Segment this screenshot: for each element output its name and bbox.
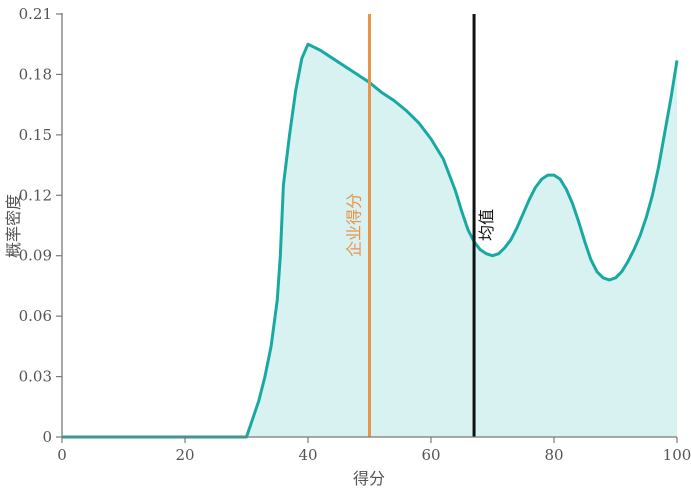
y-tick-label: 0.15: [19, 126, 52, 144]
y-tick-label: 0.21: [19, 5, 52, 23]
y-tick-label: 0.03: [19, 368, 52, 386]
density-line-0: [62, 42, 679, 439]
x-axis-title: 得分: [353, 469, 385, 488]
x-tick-label: 20: [175, 446, 194, 464]
y-tick-label: 0.18: [19, 65, 52, 83]
mean-label: 均值: [477, 209, 496, 241]
x-tick-label: 40: [298, 446, 317, 464]
x-tick-label: 80: [544, 446, 563, 464]
y-tick-label: 0: [42, 428, 52, 446]
y-tick-label: 0.09: [19, 247, 52, 265]
marker-layer: 企业得分 均值: [345, 14, 496, 437]
axis-layer: [61, 13, 677, 438]
y-axis-title: 概率密度: [4, 194, 23, 258]
company-score-label: 企业得分: [345, 193, 364, 257]
y-tick-label: 0.12: [19, 186, 52, 204]
tick-layer: 0 20 40 60 80 100 0 0.03 0.06 0.09 0.12 0.15 0.18 0.2…: [19, 5, 691, 464]
y-tick-label: 0.06: [19, 307, 52, 325]
x-tick-label: 0: [57, 446, 67, 464]
x-tick-label: 60: [421, 446, 440, 464]
x-tick-label: 100: [663, 446, 691, 464]
